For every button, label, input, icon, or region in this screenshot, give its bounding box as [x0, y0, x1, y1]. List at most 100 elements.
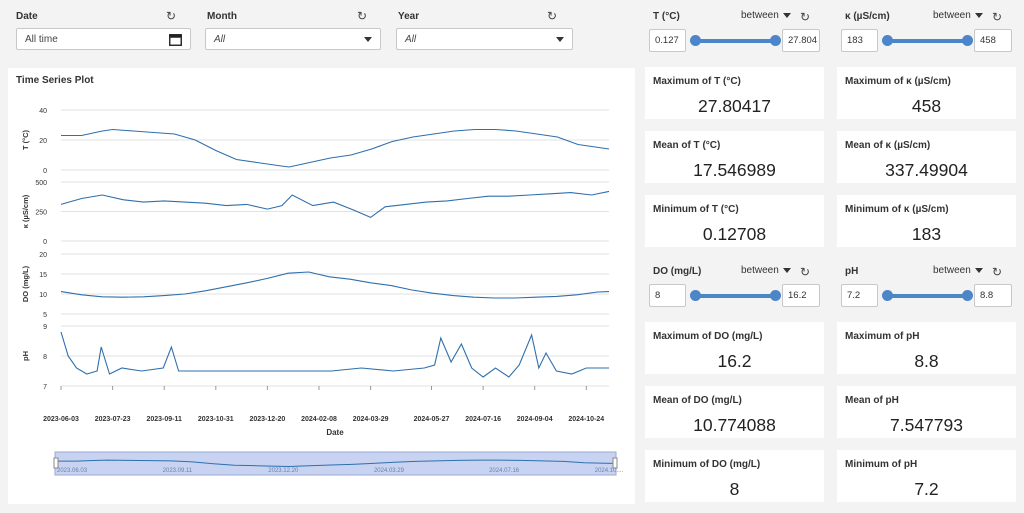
stat-card-value: 10.774088: [693, 415, 776, 435]
range-mode-label: between: [933, 10, 971, 21]
stat-card-title: Mean of T (°C): [653, 140, 721, 151]
range-reset-icon[interactable]: ↻: [992, 10, 1003, 24]
stat-card-t-max: Maximum of T (°C) 27.80417: [645, 67, 824, 119]
plot-title: Time Series Plot: [16, 75, 94, 86]
y-tick-label: 0: [43, 168, 47, 175]
month-select-value: All: [214, 33, 226, 45]
navigator-tick-label: 2024.03.29: [374, 468, 405, 474]
range-slider-min-handle[interactable]: [690, 290, 701, 301]
range-slider-max-handle[interactable]: [770, 290, 781, 301]
range-slider-max-handle[interactable]: [962, 35, 973, 46]
x-tick-label: 2024-09-04: [517, 416, 553, 423]
calendar-icon[interactable]: [169, 33, 182, 46]
range-reset-icon[interactable]: ↻: [800, 10, 811, 24]
stat-card-ph-max: Maximum of pH 8.8: [837, 322, 1016, 374]
range-slider-min-handle[interactable]: [882, 35, 893, 46]
range-min-input[interactable]: 0.127: [649, 29, 686, 52]
stat-card-t-mean: Mean of T (°C) 17.546989: [645, 131, 824, 183]
range-mode-select[interactable]: between: [741, 10, 791, 21]
date-reset-icon[interactable]: ↻: [166, 9, 177, 23]
y-axis-label: T (°C): [21, 129, 30, 150]
month-select[interactable]: All: [205, 28, 381, 50]
x-tick-label: 2023-10-31: [198, 416, 234, 423]
stat-card-value: 458: [911, 96, 942, 116]
stat-card-k-min: Minimum of κ (µS/cm) 183: [837, 195, 1016, 247]
range-max-input[interactable]: 8.8: [974, 284, 1012, 307]
range-navigator[interactable]: [54, 451, 617, 476]
range-mode-label: between: [741, 10, 779, 21]
range-max-input[interactable]: 27.804: [782, 29, 820, 52]
series-line-2[interactable]: [60, 271, 610, 299]
time-series-panel: Time Series Plot 0 20 40 T (°C) 0 250 500 κ (µS…: [8, 68, 635, 504]
range-slider-max-handle[interactable]: [770, 35, 781, 46]
range-min-input[interactable]: 183: [841, 29, 878, 52]
date-range-input[interactable]: All time: [16, 28, 191, 50]
y-tick-label: 9: [43, 324, 47, 331]
stat-card-ph-mean: Mean of pH 7.547793: [837, 386, 1016, 438]
series-line-1[interactable]: [60, 190, 610, 219]
stat-card-do-max: Maximum of DO (mg/L) 16.2: [645, 322, 824, 374]
stat-card-ph-min: Minimum of pH 7.2: [837, 450, 1016, 502]
range-slider-track[interactable]: [695, 294, 775, 298]
stat-card-value: 7.2: [914, 479, 939, 499]
range-slider-max-handle[interactable]: [962, 290, 973, 301]
navigator-left-handle[interactable]: [53, 457, 59, 469]
stat-card-value: 16.2: [717, 351, 752, 371]
date-range-value: All time: [25, 33, 58, 45]
range-max-input[interactable]: 16.2: [782, 284, 820, 307]
year-select[interactable]: All: [396, 28, 573, 50]
year-reset-icon[interactable]: ↻: [547, 9, 558, 23]
stat-card-do-mean: Mean of DO (mg/L) 10.774088: [645, 386, 824, 438]
y-tick-label: 8: [43, 354, 47, 361]
y-tick-label: 20: [39, 138, 47, 145]
range-max-input[interactable]: 458: [974, 29, 1012, 52]
stat-card-title: Minimum of pH: [845, 459, 918, 470]
x-tick-label: 2024-05-27: [414, 416, 450, 423]
series-line-0[interactable]: [61, 128, 610, 168]
x-axis-label: Date: [326, 428, 344, 437]
stat-card-k-mean: Mean of κ (µS/cm) 337.49904: [837, 131, 1016, 183]
time-series-chart[interactable]: 0 20 40 T (°C) 0 250 500 κ (µS/cm) 5 10 15 20 DO (mg…: [8, 68, 635, 504]
stat-card-title: Mean of DO (mg/L): [653, 395, 742, 406]
range-reset-icon[interactable]: ↻: [992, 265, 1003, 279]
stat-card-t-min: Minimum of T (°C) 0.12708: [645, 195, 824, 247]
x-tick-label: 2024-10-24: [568, 416, 604, 423]
range-slider-track[interactable]: [887, 39, 967, 43]
range-filter-label: pH: [845, 266, 859, 277]
navigator-tick-label: 2023.09.11: [163, 468, 193, 474]
y-axis-label: DO (mg/L): [21, 265, 30, 302]
x-tick-label: 2023-06-03: [43, 416, 79, 423]
y-axis-label: pH: [21, 351, 30, 361]
range-mode-select[interactable]: between: [741, 265, 791, 276]
range-slider-min-handle[interactable]: [882, 290, 893, 301]
y-tick-label: 250: [35, 210, 47, 217]
y-tick-label: 10: [39, 292, 47, 299]
stat-card-title: Maximum of DO (mg/L): [653, 331, 763, 342]
range-mode-select[interactable]: between: [933, 265, 983, 276]
series-line-3[interactable]: [60, 331, 609, 378]
range-slider-track[interactable]: [695, 39, 775, 43]
range-filter-label: T (°C): [653, 11, 680, 22]
navigator-right-handle[interactable]: [612, 457, 618, 469]
stat-card-value: 337.49904: [885, 160, 968, 180]
range-mode-select[interactable]: between: [933, 10, 983, 21]
y-tick-label: 7: [43, 384, 47, 391]
year-select-value: All: [405, 33, 417, 45]
y-tick-label: 5: [43, 312, 47, 319]
stat-card-value: 183: [911, 224, 942, 244]
stat-card-value: 0.12708: [702, 224, 767, 244]
stat-card-value: 27.80417: [698, 96, 771, 116]
x-tick-label: 2024-03-29: [353, 416, 389, 423]
range-filter-ph: pH between ↻ 7.2 8.8: [837, 257, 1017, 307]
range-slider-min-handle[interactable]: [690, 35, 701, 46]
stat-card-value: 17.546989: [693, 160, 776, 180]
stat-card-title: Mean of pH: [845, 395, 899, 406]
month-reset-icon[interactable]: ↻: [357, 9, 368, 23]
range-reset-icon[interactable]: ↻: [800, 265, 811, 279]
range-min-input[interactable]: 7.2: [841, 284, 878, 307]
navigator-tick-label: 2024.10....: [595, 468, 624, 474]
stat-card-title: Minimum of κ (µS/cm): [845, 204, 949, 215]
range-slider-track[interactable]: [887, 294, 967, 298]
x-tick-label: 2023-07-23: [95, 416, 131, 423]
range-min-input[interactable]: 8: [649, 284, 686, 307]
